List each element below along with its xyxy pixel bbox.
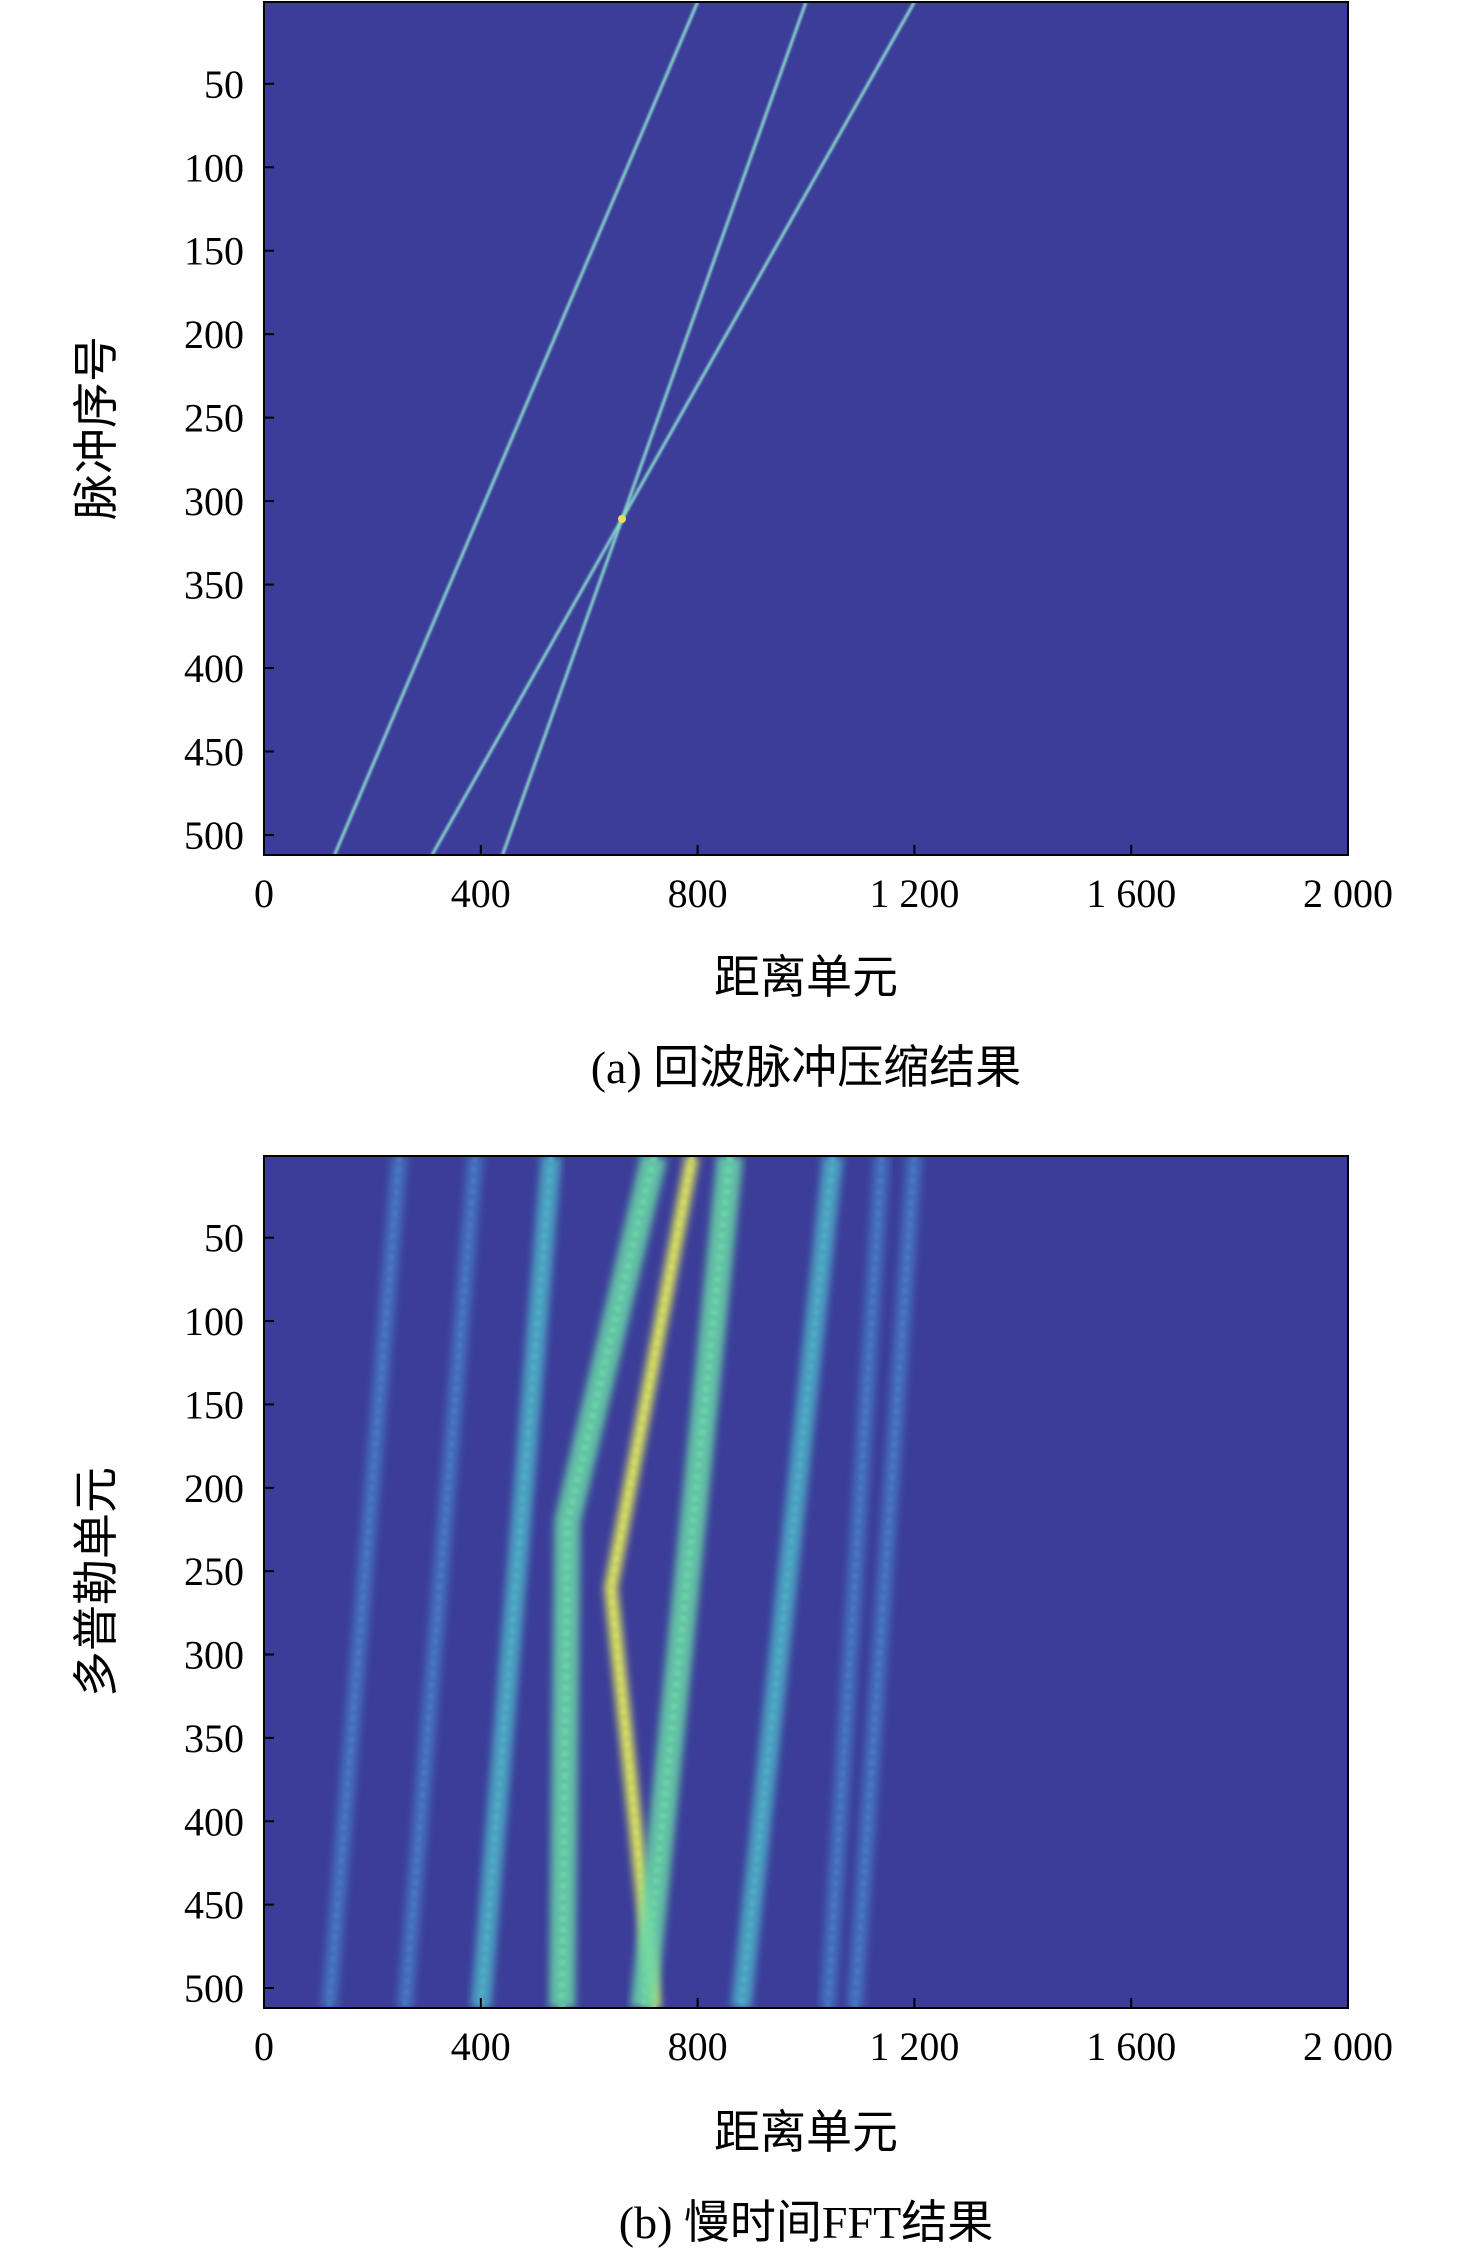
chart-a-ylabel: 脉冲序号 — [71, 336, 122, 520]
y-tick-label: 50 — [204, 62, 244, 107]
chart-b-band-6 — [731, 1156, 844, 2008]
chart-a-xlabel: 距离单元 — [714, 952, 898, 1003]
chart-b-xlabel: 距离单元 — [714, 2107, 898, 2158]
chart-a-y-ticks: 50 100 150 200 250 300 350 400 450 500 — [184, 62, 274, 858]
chart-b-frame — [263, 1155, 1349, 2009]
chart-a-traces — [333, 2, 916, 855]
chart-b-band-2 — [470, 1156, 562, 2008]
chart-b-band-8 — [846, 1156, 923, 2008]
chart-b-y-ticks: 50 100 150 200 250 300 350 400 450 500 — [184, 1216, 274, 2011]
chart-b-band-5 — [630, 1156, 744, 2008]
chart-a-trace-1 — [501, 2, 808, 855]
chart-b: 0 400 800 1 200 1 600 2 000 50 100 150 200 250 300… — [71, 1155, 1393, 2248]
chart-b-plot-area — [264, 1156, 1348, 2008]
x-tick-label: 800 — [668, 2024, 728, 2069]
y-tick-label: 300 — [184, 479, 244, 524]
chart-a-crossing-point — [618, 515, 626, 523]
x-tick-label: 1 200 — [869, 871, 959, 916]
y-tick-label: 250 — [184, 396, 244, 441]
chart-b-ylabel: 多普勒单元 — [71, 1467, 122, 1697]
x-tick-label: 1 200 — [869, 2024, 959, 2069]
chart-b-band-0 — [321, 1156, 408, 2008]
chart-a-x-ticks: 0 400 800 1 200 1 600 2 000 — [254, 845, 1393, 916]
chart-b-caption: (b) 慢时间FFT结果 — [619, 2197, 993, 2248]
x-tick-label: 2 000 — [1303, 871, 1393, 916]
y-tick-label: 500 — [184, 1966, 244, 2011]
y-tick-label: 450 — [184, 730, 244, 775]
chart-a-frame — [263, 1, 1349, 856]
chart-a-trace-0 — [333, 2, 699, 855]
chart-a: 0 400 800 1 200 1 600 2 000 50 100 150 200 250 300… — [71, 1, 1393, 1093]
y-tick-label: 450 — [184, 1883, 244, 1928]
y-tick-label: 350 — [184, 563, 244, 608]
chart-a-caption: (a) 回波脉冲压缩结果 — [591, 1042, 1022, 1093]
x-tick-label: 400 — [451, 871, 511, 916]
x-tick-label: 1 600 — [1086, 2024, 1176, 2069]
x-tick-label: 2 000 — [1303, 2024, 1393, 2069]
x-tick-label: 400 — [451, 2024, 511, 2069]
y-tick-label: 400 — [184, 1799, 244, 1844]
x-tick-label: 0 — [254, 871, 274, 916]
y-tick-label: 300 — [184, 1633, 244, 1678]
chart-b-bands — [321, 1156, 923, 2008]
x-tick-label: 1 600 — [1086, 871, 1176, 916]
chart-a-trace-2 — [430, 2, 916, 855]
y-tick-label: 400 — [184, 646, 244, 691]
chart-b-band-1 — [396, 1156, 484, 2008]
y-tick-label: 100 — [184, 1299, 244, 1344]
x-tick-label: 0 — [254, 2024, 274, 2069]
chart-b-x-ticks: 0 400 800 1 200 1 600 2 000 — [254, 1998, 1393, 2069]
chart-b-band-core-3 — [558, 1156, 658, 2008]
y-tick-label: 150 — [184, 229, 244, 274]
y-tick-label: 350 — [184, 1716, 244, 1761]
y-tick-label: 200 — [184, 312, 244, 357]
y-tick-label: 100 — [184, 145, 244, 190]
y-tick-label: 500 — [184, 813, 244, 858]
y-tick-label: 50 — [204, 1216, 244, 1261]
chart-a-plot-area — [264, 2, 1348, 855]
x-tick-label: 800 — [668, 871, 728, 916]
chart-b-band-core-4 — [609, 1156, 694, 2008]
y-tick-label: 150 — [184, 1382, 244, 1427]
chart-b-band-7 — [819, 1156, 890, 2008]
y-tick-label: 200 — [184, 1466, 244, 1511]
y-tick-label: 250 — [184, 1549, 244, 1594]
